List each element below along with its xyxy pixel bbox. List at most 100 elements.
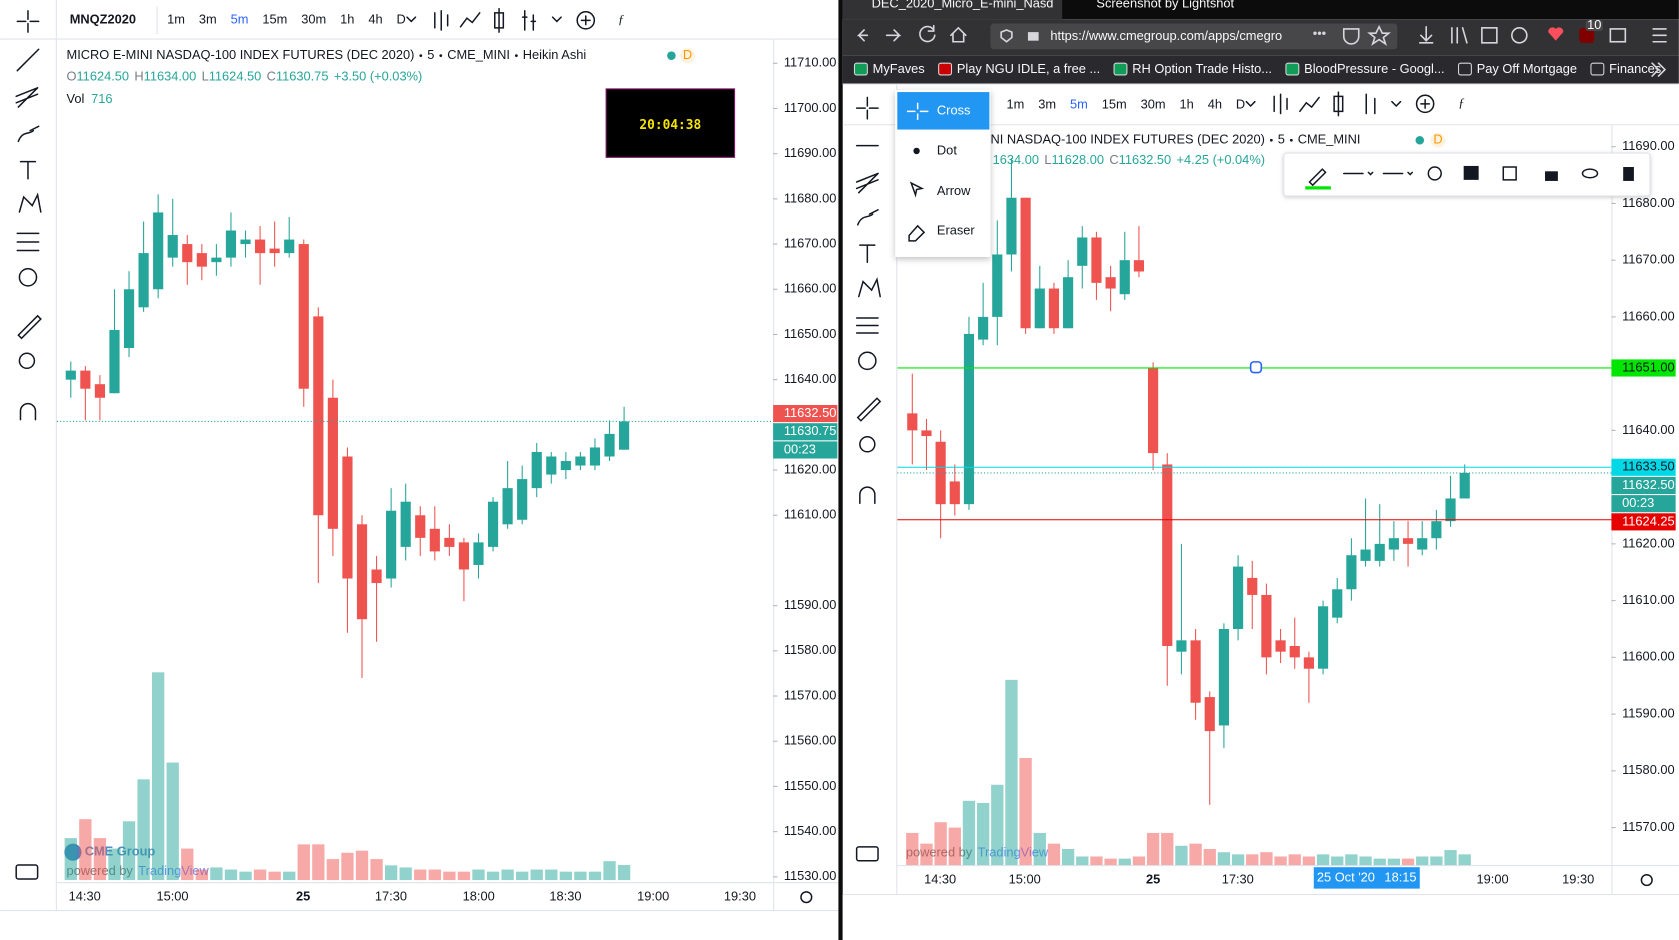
tab-title[interactable]: DEC_2020_Micro_E-mini_Nasd [872,0,1054,11]
bar-replay-button[interactable] [1365,93,1376,115]
measure-tool[interactable] [17,314,42,340]
interval-button[interactable]: 15m [262,12,287,27]
interval-button[interactable]: 30m [301,12,326,27]
text-tool[interactable] [859,244,876,264]
add-button[interactable] [576,11,596,30]
hide-button[interactable] [1581,168,1599,179]
chart-style-button[interactable] [1273,93,1288,115]
line-handle[interactable] [1249,361,1263,374]
screenshot-addon[interactable] [1609,28,1627,43]
interval-button[interactable]: 3m [1038,96,1056,111]
url-bar[interactable] [990,23,1398,50]
text-tool[interactable] [19,160,37,180]
bookmark[interactable]: BloodPressure - Googl... [1304,61,1444,76]
more-dropdown[interactable] [551,16,562,23]
pocket-button[interactable] [1342,28,1360,45]
delete-button[interactable] [1623,167,1634,181]
prediction-tool[interactable] [16,232,40,252]
bar-replay-button[interactable] [521,9,537,31]
add-button[interactable] [1415,94,1435,114]
interval-dropdown[interactable] [1245,100,1256,108]
tab-title[interactable]: Screenshot by Lightshot [1096,0,1234,11]
pattern-tool[interactable] [858,277,881,298]
sidebar-button[interactable] [1481,27,1498,44]
interval-button[interactable]: 4h [1208,96,1222,111]
tab-active[interactable] [842,0,1063,20]
screenshot-button[interactable] [15,864,39,880]
interval-button[interactable]: 1m [167,12,185,27]
volume-bar [1217,852,1231,866]
bookmark[interactable]: MyFaves [873,61,925,76]
bookmark[interactable]: RH Option Trade Histo... [1132,61,1272,76]
measure-tool[interactable] [856,397,882,422]
interval-button[interactable]: 3m [199,12,217,27]
lock-button[interactable] [1545,171,1558,181]
screenshot-button[interactable] [855,846,879,862]
magnet-tool[interactable] [859,486,876,504]
menu-button[interactable] [1652,28,1667,43]
bookmark[interactable]: Pay Off Mortgage [1477,61,1577,76]
icon-tool[interactable] [18,267,38,287]
settings-button[interactable] [800,891,813,904]
zoom-tool[interactable] [859,436,876,453]
clock: 20:04:38 [639,118,701,133]
fib-tool[interactable] [855,172,879,194]
addon-icon[interactable] [1548,27,1564,41]
crosshair-tool[interactable] [855,96,879,120]
indicator-button[interactable] [1333,91,1344,117]
menu-item[interactable]: Dot [937,142,957,157]
prediction-tool[interactable] [855,317,879,334]
interval-button[interactable]: 1h [340,12,354,27]
menu-item[interactable]: Arrow [937,183,971,198]
symbol[interactable]: MNQZ2020 [70,12,136,27]
interval-button[interactable]: D [1236,96,1245,111]
interval-button[interactable]: 1h [1180,96,1194,111]
interval-button[interactable]: 30m [1141,96,1166,111]
candle-body [167,235,178,258]
interval-button[interactable]: D [397,12,406,27]
brush-tool[interactable] [856,209,879,226]
magnet-tool[interactable] [19,402,37,421]
fib-tool[interactable] [15,87,39,108]
compare-button[interactable] [1299,96,1320,113]
account-button[interactable] [1511,27,1528,44]
reload-button[interactable] [919,24,936,43]
more-dropdown[interactable] [1391,100,1402,108]
zoom-tool[interactable] [18,352,36,370]
home-button[interactable] [950,26,967,43]
crosshair-tool[interactable] [16,9,40,33]
interval-dropdown[interactable] [406,16,417,23]
bookmark[interactable]: Play NGU IDLE, a free ... [957,61,1100,76]
back-button[interactable] [856,29,869,42]
interval-button[interactable]: 1m [1007,96,1025,111]
bookmark[interactable]: Finances [1609,61,1661,76]
compare-button[interactable] [459,12,481,28]
bookmark-star[interactable] [1367,24,1392,46]
brush-tool[interactable] [17,125,40,143]
trend-line-tool[interactable] [16,48,40,72]
menu-item[interactable]: Cross [937,103,971,118]
downloads-button[interactable] [1418,25,1434,44]
interval-button[interactable]: 15m [1102,96,1127,111]
fx-button[interactable]: ƒ [618,12,624,26]
forward-button[interactable] [885,29,902,42]
ublock-icon[interactable] [1579,27,1595,43]
url[interactable]: https://www.cmegroup.com/apps/cmegro [1050,28,1282,43]
icon-tool[interactable] [858,351,877,371]
fx-button[interactable]: ƒ [1458,96,1464,110]
menu-item[interactable]: Eraser [937,223,976,238]
indicator-button[interactable] [494,7,505,33]
template-button[interactable] [1463,165,1479,180]
settings-button[interactable] [1640,873,1653,887]
clone-button[interactable] [1502,166,1517,181]
library-button[interactable] [1451,27,1468,44]
interval-button[interactable]: 5m [231,12,249,27]
pattern-tool[interactable] [18,192,42,213]
settings-button[interactable] [1427,166,1442,181]
ohlc-text: L [202,68,209,83]
color-button[interactable] [1308,168,1327,187]
chart-style-button[interactable] [434,9,449,31]
line-style-button[interactable] [1343,171,1414,176]
interval-button[interactable]: 4h [368,12,382,27]
interval-button[interactable]: 5m [1070,96,1088,111]
